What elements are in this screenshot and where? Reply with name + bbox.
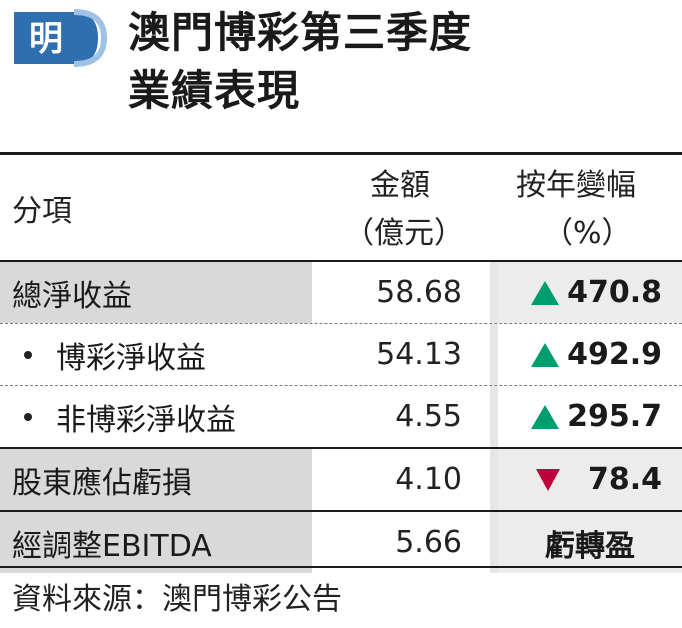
row-change: 295.7: [498, 386, 682, 447]
column-separator: [490, 512, 498, 573]
up-arrow-icon: [531, 342, 560, 367]
row-amount: 4.55: [395, 399, 462, 434]
header-change: 按年變幅: [516, 168, 636, 203]
title-line-1: 澳門博彩第三季度: [128, 8, 473, 57]
page-title: 澳門博彩第三季度 業績表現: [128, 4, 472, 120]
row-label-cell: 非博彩淨收益: [0, 386, 312, 447]
row-label: 總淨收益: [0, 262, 312, 323]
row-change-value: 虧轉盈: [545, 528, 635, 564]
header-change-unit: （%）: [543, 216, 632, 251]
row-label: 非博彩淨收益: [56, 402, 236, 438]
down-arrow-icon: [535, 468, 560, 491]
row-amount: 58.68: [376, 275, 462, 310]
row-change-value: 470.8: [567, 275, 662, 310]
results-table: 總淨收益 58.68 470.8 博彩淨收益 54.13 492.9 非博彩淨收…: [0, 260, 682, 573]
row-label: 股東應佔虧損: [0, 449, 312, 510]
row-label: 經調整EBITDA: [0, 512, 312, 573]
row-change: 492.9: [498, 324, 682, 385]
title-line-2: 業績表現: [128, 66, 301, 115]
source-note: 資料來源：澳門博彩公告: [12, 582, 342, 617]
bullet-icon: [24, 412, 32, 421]
row-label-cell: 博彩淨收益: [0, 324, 312, 385]
speech-bubble-icon: 明: [14, 9, 108, 67]
header-item: 分項: [12, 194, 72, 229]
column-separator: [490, 262, 498, 323]
row-change: 78.4: [498, 449, 682, 510]
header-amount-unit: （億元）: [344, 216, 464, 251]
table-row: 股東應佔虧損 4.10 78.4: [0, 447, 682, 510]
row-change-value: 492.9: [567, 337, 662, 372]
logo-char: 明: [29, 19, 63, 59]
row-amount: 4.10: [395, 462, 462, 497]
column-separator: [490, 386, 498, 447]
row-change-value: 295.7: [567, 399, 662, 434]
bottom-rule: [0, 566, 682, 568]
row-change-value: 78.4: [587, 462, 662, 497]
row-label: 博彩淨收益: [56, 340, 206, 376]
table-row: 非博彩淨收益 4.55 295.7: [0, 386, 682, 447]
top-rule: [0, 152, 682, 155]
row-change: 470.8: [498, 262, 682, 323]
table-row: 總淨收益 58.68 470.8: [0, 260, 682, 324]
table-row: 博彩淨收益 54.13 492.9: [0, 324, 682, 386]
column-separator: [490, 449, 498, 510]
newspaper-logo: 明: [8, 6, 108, 70]
column-separator: [490, 324, 498, 385]
row-amount: 54.13: [376, 337, 462, 372]
bullet-icon: [24, 350, 32, 359]
row-change: 虧轉盈: [498, 512, 682, 573]
row-amount: 5.66: [395, 525, 462, 560]
table-row: 經調整EBITDA 5.66 虧轉盈: [0, 510, 682, 573]
up-arrow-icon: [531, 280, 560, 305]
header-amount: 金額: [370, 168, 430, 203]
up-arrow-icon: [531, 404, 560, 429]
